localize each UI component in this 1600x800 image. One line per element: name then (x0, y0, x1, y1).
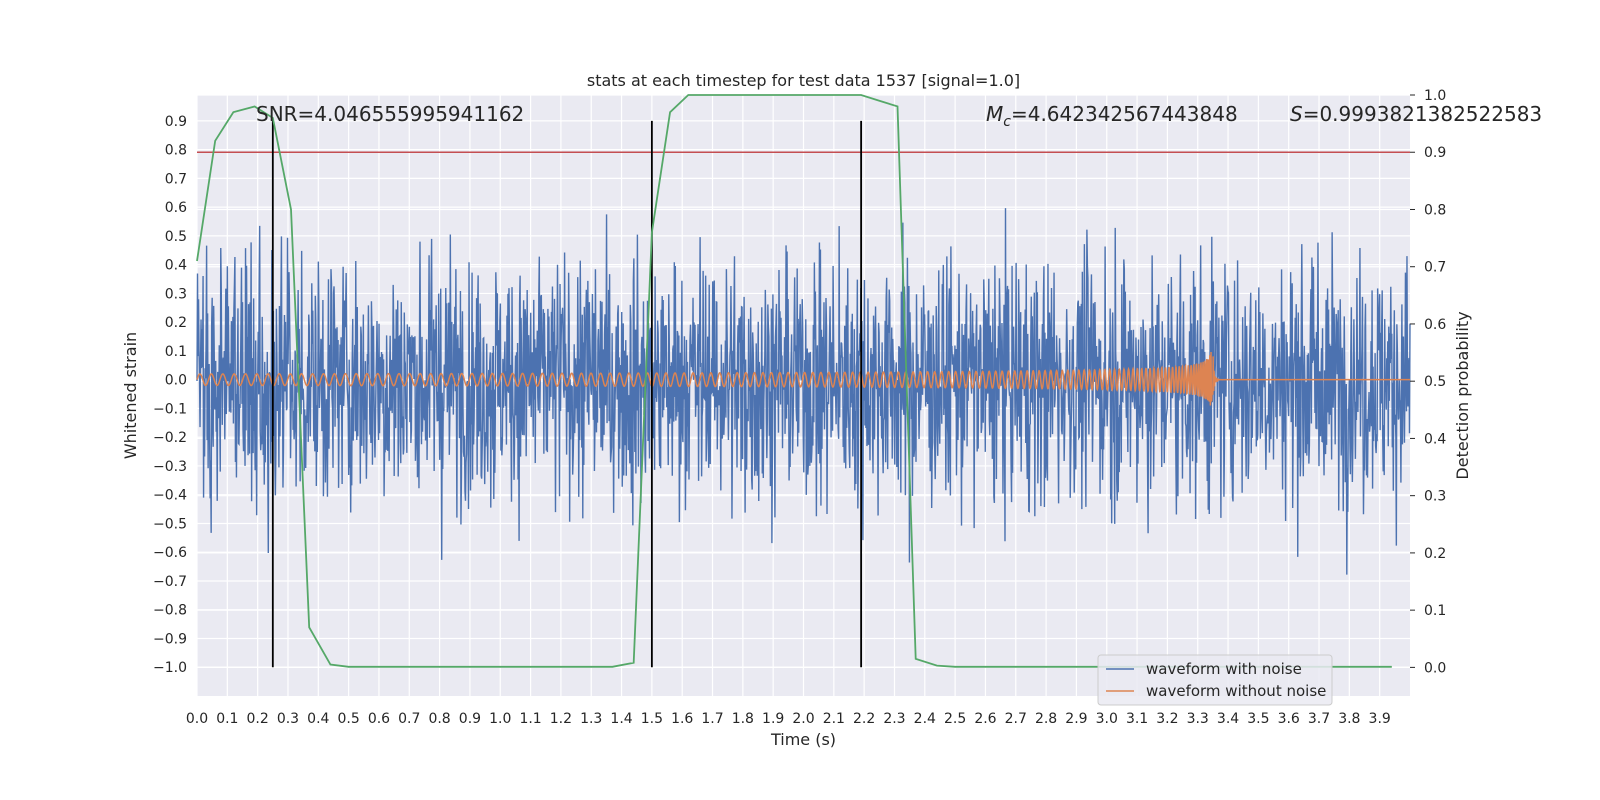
y-tick-label: −0.7 (153, 574, 187, 590)
y-tick-label: 0.6 (165, 200, 187, 216)
annotation-s: S=0.9993821382522583 (1290, 102, 1542, 126)
y-right-tick-label: 0.0 (1424, 660, 1446, 676)
x-tick-label: 0.1 (216, 711, 238, 727)
y-axis-label: Whitened strain (121, 332, 140, 459)
x-tick-label: 0.0 (186, 711, 208, 727)
y-right-tick-label: 0.3 (1424, 489, 1446, 505)
x-tick-label: 2.1 (823, 711, 845, 727)
y-right-tick-label: 0.2 (1424, 546, 1446, 562)
y-tick-label: 0.2 (165, 315, 187, 331)
x-tick-label: 0.2 (247, 711, 269, 727)
y-right-tick-label: 1.0 (1424, 88, 1446, 104)
x-tick-label: 1.5 (641, 711, 663, 727)
annotation-chirp-mass: Mc=4.642342567443848 (986, 102, 1238, 130)
y-tick-label: 0.1 (165, 344, 187, 360)
y-tick-label: −0.2 (153, 430, 187, 446)
x-axis-label: Time (s) (770, 730, 836, 749)
x-tick-label: 3.6 (1278, 711, 1300, 727)
vertical-markers (271, 120, 863, 668)
y-tick-label: 0.7 (165, 171, 187, 187)
y-right-tick-label: 0.9 (1424, 145, 1446, 161)
y-right-tick-label: 0.1 (1424, 603, 1446, 619)
x-tick-label: 3.2 (1156, 711, 1178, 727)
x-tick-label: 2.8 (1035, 711, 1057, 727)
y-tick-label: 0.9 (165, 114, 187, 130)
x-tick-label: 3.7 (1308, 711, 1330, 727)
y-right-tick-label: 0.8 (1424, 202, 1446, 218)
x-tick-label: 3.9 (1369, 711, 1391, 727)
x-tick-label: 2.3 (883, 711, 905, 727)
x-tick-label: 0.7 (398, 711, 420, 727)
x-tick-label: 1.7 (701, 711, 723, 727)
x-tick-label: 1.6 (671, 711, 693, 727)
x-tick-label: 2.2 (853, 711, 875, 727)
x-tick-label: 2.6 (974, 711, 996, 727)
x-tick-label: 3.3 (1187, 711, 1209, 727)
x-tick-label: 3.0 (1096, 711, 1118, 727)
x-tick-label: 3.5 (1247, 711, 1269, 727)
x-tick-label: 2.5 (944, 711, 966, 727)
y-tick-label: −0.1 (153, 401, 187, 417)
legend: waveform with noise waveform without noi… (1097, 654, 1333, 706)
x-tick-label: 0.8 (428, 711, 450, 727)
x-tick-label: 2.4 (914, 711, 936, 727)
series-waveform-without-noise (196, 352, 1410, 406)
y-tick-label: −0.4 (153, 488, 187, 504)
y-axis-right: 1.0 0.9 0.8 0.7 0.6 0.5 0.4 0.3 0.2 0.1 0.0 (1410, 88, 1446, 676)
y-tick-label: 0.0 (165, 373, 187, 389)
y-right-tick-label: 0.4 (1424, 431, 1446, 447)
x-axis: 0.0 0.1 0.2 0.3 0.4 0.5 0.6 0.7 0.8 0.9 1.0 1.1 1.2 1… (186, 711, 1391, 727)
annotation-s-symbol: S (1290, 102, 1303, 126)
y-tick-label: −0.8 (153, 603, 187, 619)
x-tick-label: 1.0 (489, 711, 511, 727)
legend-label-waveform-without-noise: waveform without noise (1146, 682, 1326, 700)
x-tick-label: 1.4 (610, 711, 632, 727)
x-tick-label: 1.1 (519, 711, 541, 727)
x-tick-label: 2.9 (1065, 711, 1087, 727)
x-tick-label: 0.3 (277, 711, 299, 727)
legend-label-waveform-with-noise: waveform with noise (1146, 660, 1302, 678)
x-tick-label: 0.4 (307, 711, 329, 727)
y-tick-label: −0.6 (153, 545, 187, 561)
y-axis-right-label: Detection probability (1453, 311, 1472, 479)
annotation-snr: SNR=4.046555995941162 (256, 102, 524, 126)
x-tick-label: 2.7 (1005, 711, 1027, 727)
x-tick-label: 1.9 (762, 711, 784, 727)
y-tick-label: 0.4 (165, 258, 187, 274)
x-tick-label: 3.4 (1217, 711, 1239, 727)
x-tick-label: 0.5 (337, 711, 359, 727)
x-tick-label: 0.9 (459, 711, 481, 727)
y-tick-label: −1.0 (153, 660, 187, 676)
annotation-chirp-mass-symbol: M (986, 102, 1003, 126)
y-right-tick-label: 0.5 (1424, 374, 1446, 390)
y-tick-label: 0.5 (165, 229, 187, 245)
annotation-s-value: =0.9993821382522583 (1303, 102, 1542, 126)
y-tick-label: −0.5 (153, 516, 187, 532)
x-tick-label: 1.8 (732, 711, 754, 727)
y-tick-label: −0.3 (153, 459, 187, 475)
x-tick-label: 0.6 (368, 711, 390, 727)
y-tick-label: 0.8 (165, 143, 187, 159)
y-tick-label: 0.3 (165, 286, 187, 302)
y-tick-label: −0.9 (153, 631, 187, 647)
annotation-chirp-mass-value: =4.642342567443848 (1011, 102, 1238, 126)
chart-title: stats at each timestep for test data 153… (587, 71, 1020, 90)
x-tick-label: 1.2 (550, 711, 572, 727)
y-right-tick-label: 0.6 (1424, 317, 1446, 333)
x-tick-label: 2.0 (792, 711, 814, 727)
y-axis-left: 0.9 0.8 0.7 0.6 0.5 0.4 0.3 0.2 0.1 0.0 −0.1 −0.2 −0… (153, 114, 187, 676)
legend-box (1097, 654, 1333, 706)
y-right-tick-label: 0.7 (1424, 260, 1446, 276)
x-tick-label: 1.3 (580, 711, 602, 727)
x-tick-label: 3.1 (1126, 711, 1148, 727)
series-waveform-with-noise (196, 208, 1411, 575)
x-tick-label: 3.8 (1338, 711, 1360, 727)
annotation-chirp-mass-subscript: c (1003, 114, 1011, 130)
